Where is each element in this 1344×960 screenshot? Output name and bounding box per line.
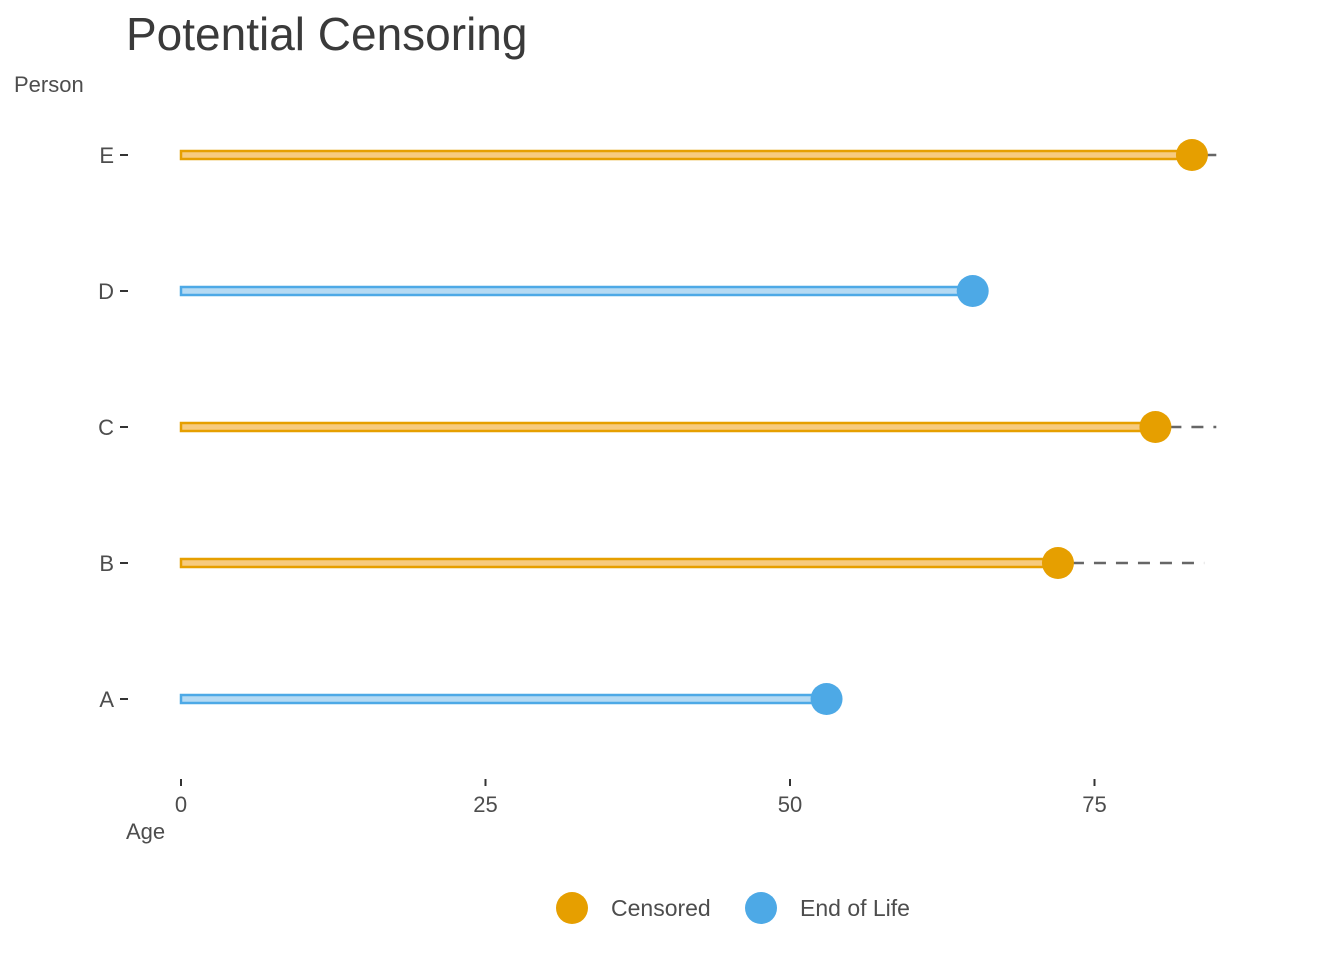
legend-swatch — [745, 892, 777, 924]
x-tick-label: 50 — [778, 792, 802, 817]
life-bar — [179, 421, 1157, 433]
end-point — [1041, 547, 1074, 579]
x-axis-title: Age — [126, 819, 165, 844]
y-axis-title: Person — [14, 72, 84, 97]
x-tick-label: 25 — [473, 792, 497, 817]
x-tick-label: 75 — [1082, 792, 1106, 817]
life-bar — [179, 285, 974, 297]
x-tick-label: 0 — [175, 792, 187, 817]
end-point — [956, 275, 989, 307]
end-point — [810, 683, 843, 715]
plot-area: A B C D E 0 25 50 75 — [98, 139, 1217, 817]
chart-title: Potential Censoring — [126, 8, 527, 60]
y-tick-label: B — [99, 551, 114, 576]
legend-label: Censored — [611, 895, 711, 921]
life-bar — [179, 693, 828, 705]
y-tick-label: D — [98, 279, 114, 304]
legend: Censored End of Life — [556, 892, 910, 924]
end-point — [1175, 139, 1208, 171]
y-tick-label: E — [99, 143, 114, 168]
y-tick-label: C — [98, 415, 114, 440]
legend-label: End of Life — [800, 895, 910, 921]
life-bar — [179, 149, 1194, 161]
legend-swatch — [556, 892, 588, 924]
end-point — [1139, 411, 1172, 443]
life-bar — [179, 557, 1060, 569]
y-tick-label: A — [99, 687, 114, 712]
